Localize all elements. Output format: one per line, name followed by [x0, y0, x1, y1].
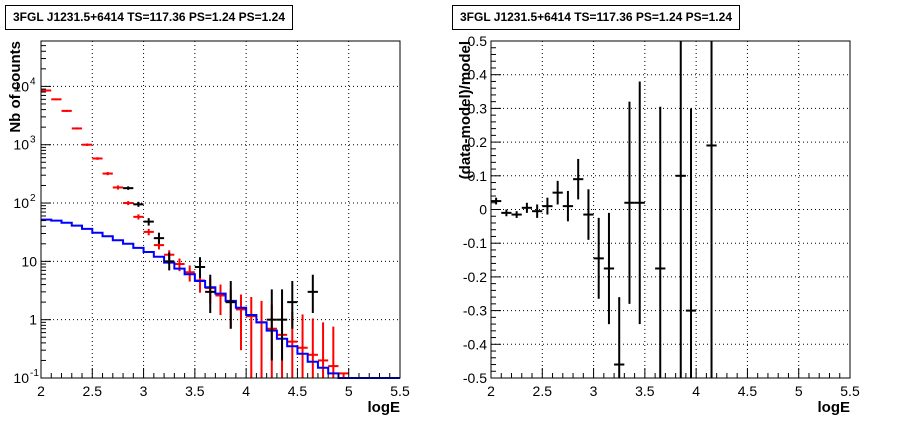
y-tick-exponent: 4: [30, 76, 36, 87]
x-tick-label: 3.5: [185, 383, 205, 399]
y-tick-label: -0.3: [463, 303, 487, 319]
y-tick-label: 10: [13, 137, 29, 153]
y-axis-label: (data-model)/model: [457, 41, 474, 179]
y-tick-label: 1: [29, 312, 37, 328]
y-tick-exponent: 2: [30, 193, 36, 204]
plot-frame: [40, 40, 401, 379]
x-tick-label: 2.5: [83, 383, 103, 399]
x-axis-label: logE: [818, 399, 851, 416]
x-tick-label: 3: [140, 383, 148, 399]
y-tick-label: 10: [13, 195, 29, 211]
y-axis-label: Nb of counts: [7, 41, 24, 133]
model-step-line: [41, 218, 400, 379]
x-axis-label: logE: [368, 399, 401, 416]
x-tick-label: 5: [345, 383, 353, 399]
x-tick-label: 3: [590, 383, 598, 399]
plot-area: [491, 41, 850, 378]
x-tick-label: 5: [795, 383, 803, 399]
y-tick-label: -0.4: [463, 336, 487, 352]
right-chart-title: 3FGL J1231.5+6414 TS=117.36 PS=1.24 PS=1…: [452, 5, 740, 30]
left-chart-title: 3FGL J1231.5+6414 TS=117.36 PS=1.24 PS=1…: [5, 5, 293, 30]
series-0: [491, 41, 717, 378]
y-tick-label: -0.2: [463, 269, 487, 285]
y-tick-label: 0.5: [468, 33, 488, 49]
plot-area: [41, 41, 400, 378]
y-tick-label: 10: [13, 370, 29, 386]
x-tick-label: 3.5: [635, 383, 655, 399]
y-tick-exponent: 3: [30, 135, 36, 146]
y-tick-label: 10: [21, 253, 37, 269]
series-2: [123, 186, 318, 361]
x-tick-label: 4: [692, 383, 700, 399]
x-tick-label: 5.5: [840, 383, 860, 399]
x-tick-label: 5.5: [390, 383, 410, 399]
x-tick-label: 4.5: [738, 383, 758, 399]
y-tick-label: 0: [479, 202, 487, 218]
left-chart-panel: 3FGL J1231.5+6414 TS=117.36 PS=1.24 PS=1…: [5, 5, 410, 416]
y-tick-label: 10: [13, 78, 29, 94]
x-tick-label: 4.5: [288, 383, 308, 399]
y-tick-label: -0.5: [463, 370, 487, 386]
y-tick-label: 0.3: [468, 100, 488, 116]
residuals-chart: 2 2.5 3 3.5 4 4.5 5 5.5 -0.5 -0.4 -0.3 -0.2 -0.1 0 0.1…: [457, 33, 860, 416]
y-tick-label: 0.2: [468, 134, 488, 150]
y-tick-exponent: -1: [30, 368, 39, 379]
x-tick-label: 4: [242, 383, 250, 399]
y-tick-label: -0.1: [463, 235, 487, 251]
y-tick-label: 0.1: [468, 168, 488, 184]
x-tick-label: 2: [487, 383, 495, 399]
y-tick-label: 0.4: [468, 67, 488, 83]
right-chart-panel: 3FGL J1231.5+6414 TS=117.36 PS=1.24 PS=1…: [449, 0, 898, 421]
x-tick-label: 2: [37, 383, 45, 399]
x-tick-label: 2.5: [533, 383, 553, 399]
series-1: [41, 218, 400, 379]
